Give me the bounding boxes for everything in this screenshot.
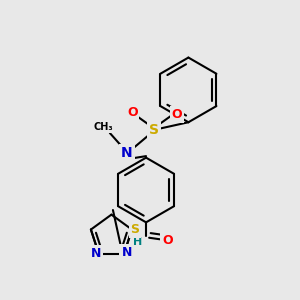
Text: N: N <box>121 246 133 260</box>
Text: N: N <box>91 247 101 260</box>
Text: S: S <box>130 223 140 236</box>
Text: H: H <box>133 237 142 248</box>
Text: O: O <box>162 234 173 247</box>
Text: N: N <box>122 246 132 259</box>
Text: O: O <box>127 106 137 119</box>
Text: N: N <box>121 146 133 160</box>
Text: O: O <box>172 108 182 121</box>
Text: S: S <box>149 123 159 137</box>
Text: CH₃: CH₃ <box>94 122 113 132</box>
